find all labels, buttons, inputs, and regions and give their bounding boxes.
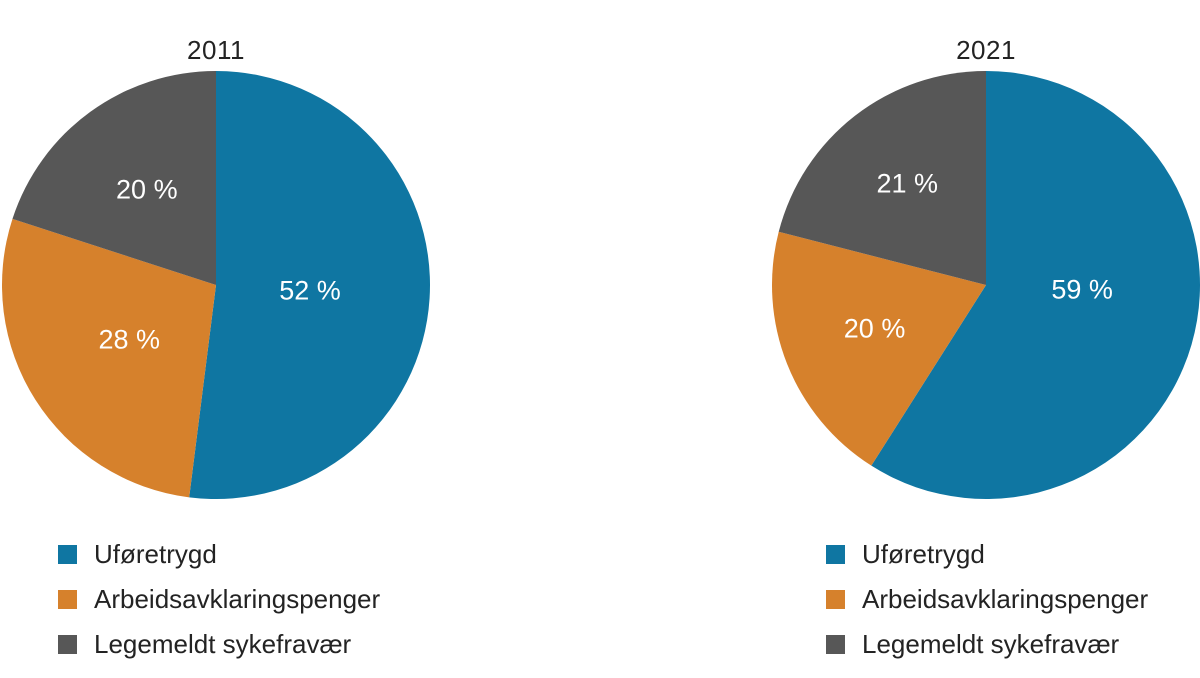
- legend-label-legemeldt-sykefravaer: Legemeldt sykefravær: [94, 628, 352, 659]
- chart-title-2011: 2011: [187, 34, 245, 65]
- legend-2021: Uføretrygd Arbeidsavklaringspenger Legem…: [826, 539, 1148, 674]
- legend-swatch-arbeidsavklaringspenger: [58, 589, 77, 609]
- legend-item-legemeldt-sykefravaer: Legemeldt sykefravær: [826, 629, 1148, 659]
- chart-title-2021: 2021: [956, 34, 1016, 65]
- legend-swatch-uforetrygd: [826, 544, 845, 564]
- legend-label-uforetrygd: Uføretrygd: [862, 538, 985, 569]
- pie-svg-2021: [772, 71, 1200, 499]
- pie-slice: [772, 231, 986, 466]
- pie-slice: [12, 71, 216, 285]
- pie-slice: [189, 71, 430, 499]
- legend-swatch-legemeldt-sykefravaer: [58, 634, 77, 654]
- legend-swatch-uforetrygd: [58, 544, 77, 564]
- legend-item-arbeidsavklaringspenger: Arbeidsavklaringspenger: [826, 584, 1148, 614]
- pie-svg-2011: [2, 71, 430, 499]
- legend-label-arbeidsavklaringspenger: Arbeidsavklaringspenger: [862, 583, 1149, 614]
- legend-2011: Uføretrygd Arbeidsavklaringspenger Legem…: [58, 539, 380, 674]
- legend-item-arbeidsavklaringspenger: Arbeidsavklaringspenger: [58, 584, 380, 614]
- legend-swatch-arbeidsavklaringspenger: [826, 589, 845, 609]
- legend-item-legemeldt-sykefravaer: Legemeldt sykefravær: [58, 629, 380, 659]
- pie-slice: [778, 71, 986, 285]
- pie-chart-2021: 59 % 20 % 21 %: [772, 71, 1200, 499]
- legend-swatch-legemeldt-sykefravaer: [826, 634, 845, 654]
- pie-slice: [871, 71, 1200, 499]
- legend-item-uforetrygd: Uføretrygd: [58, 539, 380, 569]
- legend-label-legemeldt-sykefravaer: Legemeldt sykefravær: [862, 628, 1120, 659]
- pie-chart-2011: 52 % 28 % 20 %: [2, 71, 430, 499]
- legend-label-arbeidsavklaringspenger: Arbeidsavklaringspenger: [94, 583, 381, 614]
- pie-slice: [2, 218, 216, 498]
- legend-item-uforetrygd: Uføretrygd: [826, 539, 1148, 569]
- legend-label-uforetrygd: Uføretrygd: [94, 538, 217, 569]
